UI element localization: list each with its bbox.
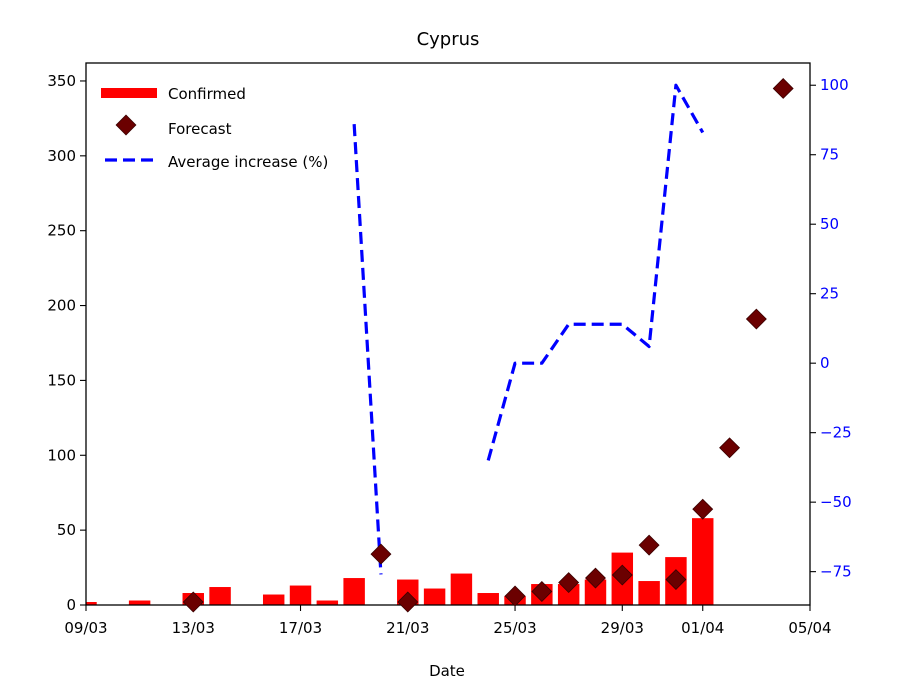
legend-label-confirmed: Confirmed — [168, 85, 246, 103]
y-tick-label: 200 — [47, 297, 76, 315]
bar-confirmed — [638, 581, 660, 605]
y-tick-label: 250 — [47, 222, 76, 240]
legend-label-forecast: Forecast — [168, 120, 232, 138]
x-tick-label: 01/04 — [681, 619, 724, 637]
y2-tick-label: −50 — [820, 493, 852, 511]
x-tick-label: 13/03 — [172, 619, 215, 637]
point-forecast — [397, 591, 419, 613]
legend-label-average-increase: Average increase (%) — [168, 153, 328, 171]
bar-confirmed — [423, 588, 446, 605]
point-forecast — [611, 564, 633, 586]
point-forecast — [638, 534, 660, 556]
x-axis-title: Date — [429, 662, 465, 680]
x-tick-label: 29/03 — [601, 619, 644, 637]
point-forecast — [504, 585, 526, 607]
y2-tick-label: −75 — [820, 563, 852, 581]
bar-confirmed — [316, 600, 339, 605]
y-tick-label: 0 — [66, 596, 76, 614]
point-forecast — [745, 308, 767, 330]
bar-confirmed — [262, 594, 285, 605]
bar-confirmed — [343, 578, 365, 605]
x-tick-label: 05/04 — [788, 619, 831, 637]
y-tick-label: 350 — [47, 72, 76, 90]
legend: Confirmed Forecast Average increase (%) — [101, 85, 328, 171]
bar-confirmed — [584, 579, 607, 605]
bar-confirmed — [477, 593, 499, 605]
bar-confirmed — [557, 584, 580, 605]
x-axis: 09/03 13/03 17/03 21/03 25/03 29/03 01/04 05/04 — [64, 605, 832, 637]
y-tick-label: 300 — [47, 147, 76, 165]
point-forecast — [665, 569, 687, 591]
point-forecast — [719, 437, 741, 459]
bar-confirmed — [86, 602, 97, 605]
y-axis-left: 0 50 100 150 200 250 300 350 — [47, 72, 86, 614]
y-tick-label: 150 — [47, 371, 76, 389]
y2-tick-label: −25 — [820, 424, 852, 442]
point-forecast — [772, 77, 794, 99]
y-tick-label: 50 — [57, 521, 76, 539]
legend-swatch-confirmed — [101, 88, 157, 98]
x-tick-label: 09/03 — [64, 619, 107, 637]
y-axis-right: −75 −50 −25 0 25 50 75 100 — [810, 76, 852, 581]
line-average-increase — [352, 124, 383, 575]
y-tick-label: 100 — [47, 446, 76, 464]
y2-tick-label: 100 — [820, 76, 849, 94]
line-average-increase — [486, 83, 705, 461]
point-forecast — [692, 498, 714, 520]
chart-title: Cyprus — [417, 29, 480, 50]
point-forecast — [585, 567, 606, 589]
x-tick-label: 21/03 — [386, 619, 429, 637]
x-tick-label: 25/03 — [493, 619, 536, 637]
point-forecast — [182, 591, 204, 613]
bar-confirmed — [209, 587, 231, 605]
x-tick-label: 17/03 — [279, 619, 322, 637]
point-forecast — [558, 572, 580, 594]
bar-confirmed — [450, 573, 473, 605]
bar-confirmed — [289, 585, 312, 605]
bar-confirmed — [128, 600, 151, 605]
bar-confirmed — [692, 518, 714, 605]
legend-swatch-forecast — [115, 114, 137, 136]
plot-frame — [85, 62, 811, 606]
point-forecast — [531, 581, 553, 602]
y2-tick-label: 50 — [820, 215, 839, 233]
y2-tick-label: 75 — [820, 146, 839, 164]
y2-tick-label: 25 — [820, 285, 839, 303]
y2-tick-label: 0 — [820, 354, 830, 372]
point-forecast — [370, 543, 392, 565]
